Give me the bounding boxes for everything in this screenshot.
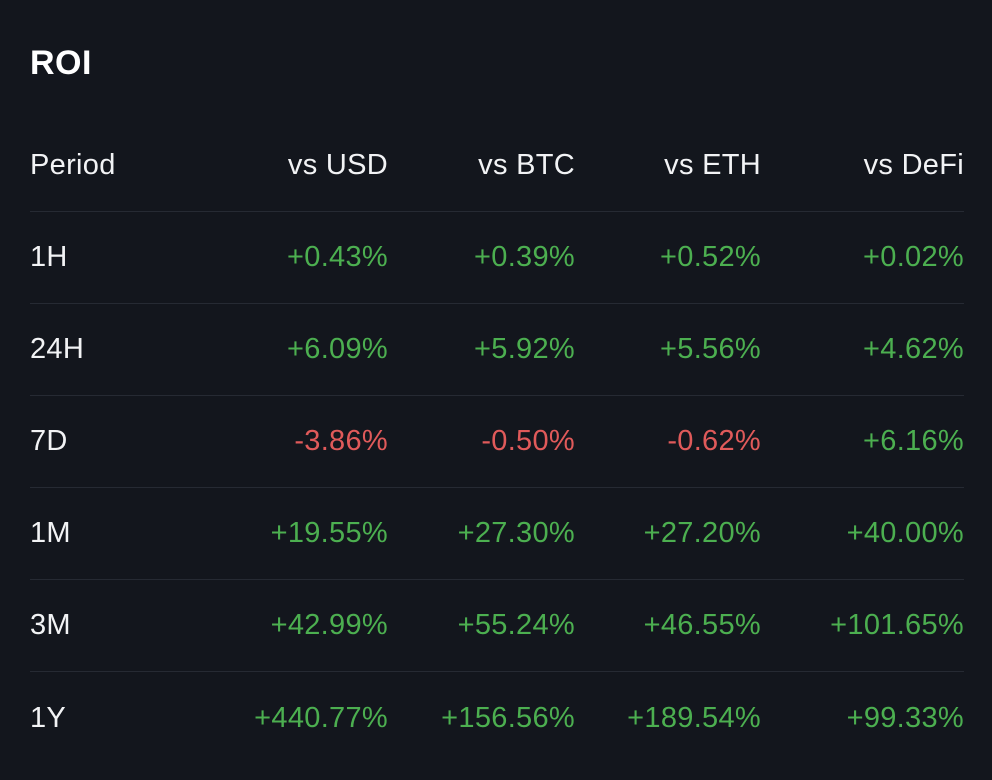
period-cell: 7D — [30, 425, 68, 457]
table-row: 7D -3.86% -0.50% -0.62% +6.16% — [30, 396, 964, 488]
value-cell-defi: +6.16% — [863, 425, 964, 457]
value-cell-usd: +0.43% — [287, 241, 388, 273]
roi-table: Period vs USD vs BTC vs ETH vs DeFi 1H +… — [30, 120, 964, 764]
value-cell-eth: +0.52% — [660, 241, 761, 273]
value-cell-defi: +0.02% — [863, 241, 964, 273]
period-cell: 1M — [30, 517, 71, 549]
value-cell-btc: +5.92% — [474, 333, 575, 365]
value-cell-defi: +40.00% — [846, 517, 964, 549]
period-cell: 1Y — [30, 701, 67, 734]
value-cell-btc: -0.50% — [481, 425, 575, 457]
value-cell-eth: +189.54% — [627, 701, 761, 734]
value-cell-btc: +55.24% — [457, 609, 575, 641]
value-cell-usd: -3.86% — [294, 425, 388, 457]
period-cell: 3M — [30, 609, 71, 641]
header-vs-defi: vs DeFi — [863, 149, 964, 181]
value-cell-btc: +0.39% — [474, 241, 575, 273]
value-cell-btc: +27.30% — [457, 517, 575, 549]
value-cell-usd: +6.09% — [287, 333, 388, 365]
period-cell: 1H — [30, 241, 68, 273]
value-cell-defi: +99.33% — [846, 701, 964, 734]
value-cell-eth: +27.20% — [643, 517, 761, 549]
header-period: Period — [30, 149, 116, 181]
value-cell-usd: +440.77% — [254, 701, 388, 734]
value-cell-eth: +5.56% — [660, 333, 761, 365]
table-row: 1Y +440.77% +156.56% +189.54% +99.33% — [30, 672, 964, 764]
table-row: 24H +6.09% +5.92% +5.56% +4.62% — [30, 304, 964, 396]
value-cell-defi: +101.65% — [830, 609, 964, 641]
header-vs-eth: vs ETH — [664, 149, 761, 181]
value-cell-eth: +46.55% — [643, 609, 761, 641]
value-cell-defi: +4.62% — [863, 333, 964, 365]
period-cell: 24H — [30, 333, 85, 365]
header-vs-usd: vs USD — [287, 149, 388, 181]
table-row: 3M +42.99% +55.24% +46.55% +101.65% — [30, 580, 964, 672]
table-header-row: Period vs USD vs BTC vs ETH vs DeFi — [30, 120, 964, 212]
value-cell-usd: +42.99% — [270, 609, 388, 641]
table-row: 1M +19.55% +27.30% +27.20% +40.00% — [30, 488, 964, 580]
header-vs-btc: vs BTC — [478, 149, 575, 181]
value-cell-eth: -0.62% — [667, 425, 761, 457]
value-cell-usd: +19.55% — [270, 517, 388, 549]
value-cell-btc: +156.56% — [441, 701, 575, 734]
card-title: ROI — [30, 44, 92, 82]
table-row: 1H +0.43% +0.39% +0.52% +0.02% — [30, 212, 964, 304]
